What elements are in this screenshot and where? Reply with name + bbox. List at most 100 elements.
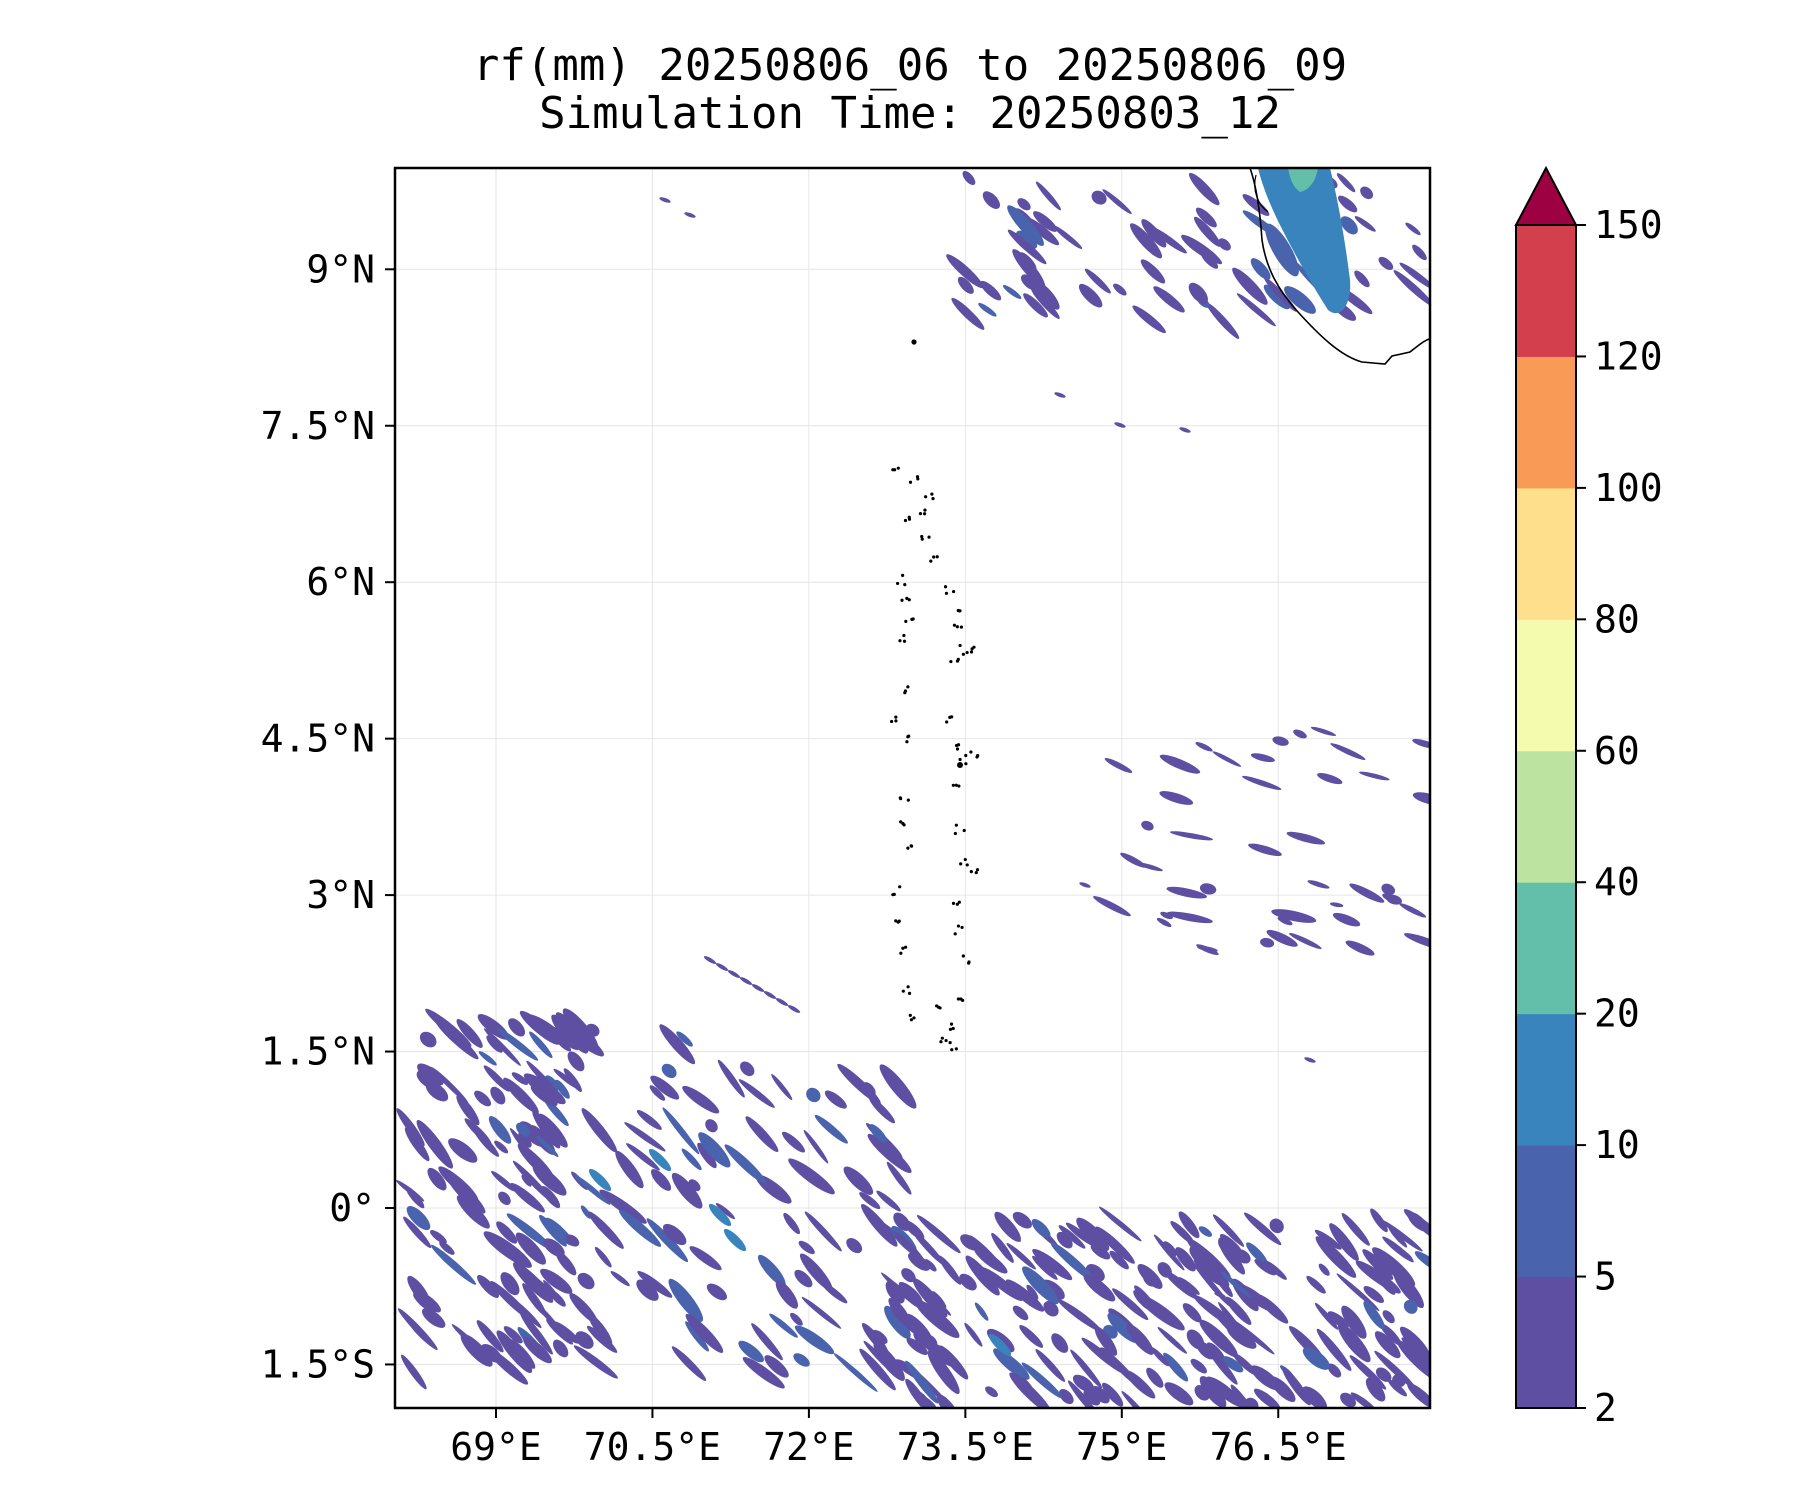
atoll-dot [953, 932, 957, 936]
map-title-line2: Simulation Time: 20250803_12 [539, 88, 1281, 139]
rain-cell [404, 1127, 430, 1162]
rain-cell [685, 1313, 724, 1353]
rain-cell [1341, 1213, 1370, 1246]
rain-cell [1179, 427, 1191, 433]
rain-cell [413, 1290, 442, 1313]
rain-cell [1112, 1288, 1149, 1321]
atoll-dot [957, 900, 961, 904]
rain-cell [1141, 219, 1167, 248]
rain-cell [1190, 1358, 1207, 1374]
rain-cell [978, 302, 997, 317]
colorbar-bin [1516, 619, 1576, 752]
atoll-dot [959, 625, 964, 629]
atoll-dot [969, 650, 974, 654]
rain-cell [886, 1161, 912, 1195]
rain-cell [1388, 1226, 1408, 1248]
rain-cell [1374, 1350, 1417, 1390]
rain-cell [913, 1332, 924, 1346]
atoll-dot [956, 743, 961, 747]
colorbar-bin [1516, 225, 1576, 357]
atoll-dot [965, 863, 969, 867]
rain-cell [869, 1124, 888, 1144]
rain-cell [1329, 902, 1344, 908]
rain-cell [1016, 230, 1038, 250]
rain-cell [708, 1203, 732, 1227]
rain-cell [417, 1063, 444, 1086]
rain-cell [659, 197, 671, 203]
atoll-dot [954, 1047, 958, 1051]
rain-cell [551, 1014, 575, 1043]
rain-cell [1399, 262, 1430, 291]
rain-cell [964, 1322, 983, 1347]
map-title-line1: rf(mm) 20250806_06 to 20250806_09 [472, 40, 1348, 91]
atoll-dot [912, 1016, 916, 1020]
rain-cell [1175, 1247, 1196, 1272]
rain-cell [636, 1279, 659, 1301]
rain-cell [483, 1028, 521, 1066]
rain-cell [636, 1109, 662, 1130]
colorbar-bin [1516, 356, 1576, 489]
rain-cell [1269, 1376, 1296, 1402]
rain-cell [1056, 1231, 1073, 1249]
rain-cell [1083, 1388, 1101, 1406]
rain-cell [1412, 244, 1427, 261]
x-tick-label: 69°E [450, 1425, 542, 1469]
rain-cell [794, 1325, 835, 1355]
rain-cell [1230, 1318, 1275, 1355]
rain-cell [577, 1272, 595, 1290]
rain-cell [1288, 932, 1322, 950]
rain-cell [1393, 270, 1430, 307]
rain-cell [681, 1148, 702, 1171]
rain-cell [581, 1108, 618, 1153]
rain-cell [1375, 1367, 1392, 1382]
rain-cell [688, 1179, 701, 1192]
atoll-dot [891, 468, 895, 472]
rain-cell [508, 1018, 526, 1037]
rain-cell [1090, 1243, 1111, 1260]
rain-cell [519, 1010, 560, 1045]
atoll-dot [952, 623, 957, 627]
rain-cell [1023, 293, 1048, 318]
rain-cell [1164, 1382, 1194, 1406]
rain-cell [624, 1122, 666, 1152]
rain-cell [745, 1116, 779, 1153]
atoll-dot [954, 783, 958, 787]
rain-cell [1159, 754, 1201, 774]
rain-cell [723, 1228, 747, 1252]
rain-cell [1113, 283, 1127, 296]
rain-cell [1124, 1370, 1156, 1399]
rain-cell [419, 1031, 437, 1048]
rain-cell [724, 1144, 766, 1184]
rain-cell [427, 1167, 447, 1191]
rain-cell [1156, 917, 1172, 927]
rain-cell [1412, 738, 1430, 749]
atoll-dot [920, 537, 924, 541]
rain-cell [1032, 1248, 1073, 1281]
rain-cell [519, 1311, 553, 1355]
atoll-dot [896, 920, 900, 924]
rain-cell [1354, 216, 1376, 232]
rain-cell [1302, 1347, 1330, 1370]
rain-cell [1307, 880, 1330, 889]
rain-cell [1101, 1382, 1124, 1407]
rain-cell [1020, 274, 1039, 291]
map-panel[interactable] [393, 166, 1449, 1429]
rain-cell [1093, 896, 1131, 917]
colorbar-tick-label: 100 [1594, 466, 1663, 510]
atoll-dot [951, 1026, 955, 1031]
rain-cell [648, 1148, 672, 1172]
rain-cell [757, 1254, 786, 1287]
atoll-dot [970, 647, 974, 651]
rain-cell [685, 1321, 710, 1352]
rain-cell [1198, 1226, 1213, 1237]
rain-cell [911, 1229, 945, 1266]
rain-cell [486, 1035, 503, 1053]
rain-cell [1186, 1329, 1205, 1350]
rain-cell [1005, 1279, 1045, 1312]
rain-cell [1193, 216, 1221, 247]
rain-cell [556, 1038, 572, 1052]
rain-cell [1355, 1260, 1401, 1294]
rain-cell [1336, 1273, 1380, 1312]
rain-cell [1126, 1323, 1154, 1355]
atoll-dot [906, 798, 910, 802]
